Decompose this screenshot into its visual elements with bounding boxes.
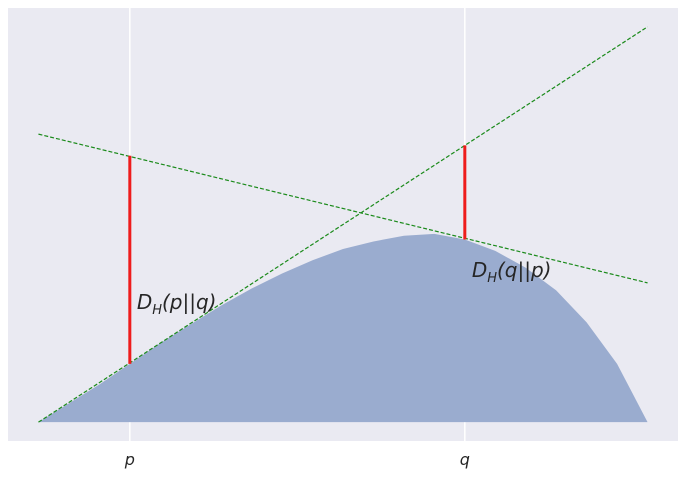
annotation: DH(p||q): [137, 290, 217, 318]
x-tick-label: p: [124, 450, 135, 469]
annotation-rest: (p||q): [162, 290, 216, 314]
annotation: DH(q||p): [472, 258, 552, 286]
x-tick-label: q: [460, 450, 470, 469]
tangent-line: [38, 133, 648, 284]
annotation-rest: (q||p): [497, 258, 551, 282]
annotation-main: D: [472, 258, 487, 282]
annotation-main: D: [137, 290, 152, 314]
area: [38, 233, 648, 423]
annotation-sub: H: [152, 303, 162, 318]
annotation-sub: H: [487, 271, 497, 286]
tangent-line: [38, 26, 648, 423]
